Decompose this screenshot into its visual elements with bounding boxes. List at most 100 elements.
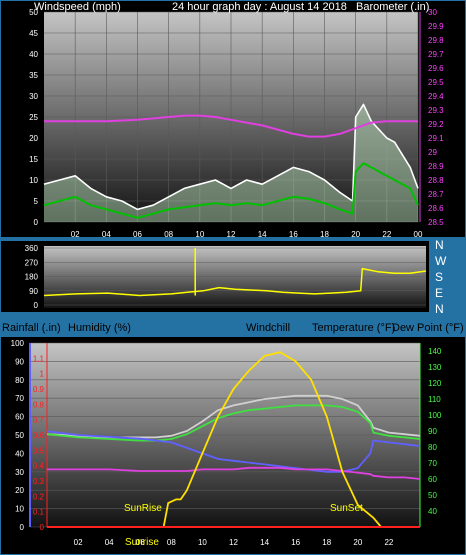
temp-xtick-label: 06 <box>136 538 145 547</box>
humidity-line <box>46 430 421 473</box>
rain-ytick-label: 1.1 <box>33 354 45 363</box>
wind-ytick-label: 25 <box>29 113 38 122</box>
wind-xtick-label: 22 <box>382 230 391 239</box>
compass-e: E <box>435 286 443 300</box>
wind-ytick-label: 35 <box>29 71 38 80</box>
baro-ytick-label: 29.6 <box>428 64 444 73</box>
temp-ytick-label: 80 <box>428 443 437 452</box>
date-title: 24 hour graph day : August 14 2018 <box>172 1 347 13</box>
wind-xtick-label: 08 <box>164 230 173 239</box>
temp-ytick-label: 100 <box>428 411 442 420</box>
humidity-ytick-label: 40 <box>15 449 24 458</box>
rain-ytick-label: 0.5 <box>33 446 45 455</box>
temp-ytick-label: 70 <box>428 459 437 468</box>
temp-ytick-label: 40 <box>428 507 437 516</box>
temp-xtick-label: 20 <box>353 538 362 547</box>
baro-ytick-label: 28.6 <box>428 204 444 213</box>
temp-ytick-label: 120 <box>428 379 442 388</box>
rainfall-title: Rainfall (.in) <box>2 322 61 334</box>
temp-xtick-label: 16 <box>291 538 300 547</box>
temp-xtick-label: 08 <box>167 538 176 547</box>
dir-ytick-label: 180 <box>25 273 39 282</box>
wind-ytick-label: 15 <box>29 155 38 164</box>
dir-ytick-label: 270 <box>25 258 39 267</box>
wind-direction-line <box>43 267 427 297</box>
rain-ytick-label: 0.7 <box>33 416 45 425</box>
temp-xtick-label: 10 <box>198 538 207 547</box>
direction-plot-area <box>44 246 426 308</box>
sunrise-label: SunRise <box>124 503 162 514</box>
rain-ytick-label: 0.8 <box>33 400 45 409</box>
temp-xtick-label: 14 <box>260 538 269 547</box>
baro-ytick-label: 28.7 <box>428 190 444 199</box>
temp-ytick-label: 50 <box>428 491 437 500</box>
baro-ytick-label: 28.9 <box>428 162 444 171</box>
wind-ytick-label: 0 <box>34 218 39 227</box>
compass-n-bottom: N <box>435 302 444 316</box>
rain-ytick-label: 0.9 <box>33 385 45 394</box>
baro-ytick-label: 28.5 <box>428 218 444 227</box>
temp-ytick-label: 110 <box>428 395 441 404</box>
humidity-title: Humidity (%) <box>68 322 131 334</box>
baro-ytick-label: 29.5 <box>428 78 444 87</box>
wind-xtick-label: 02 <box>71 230 80 239</box>
baro-ytick-label: 30 <box>428 8 437 17</box>
dewpoint-title: Dew Point (°F) <box>392 322 464 334</box>
rain-ytick-label: 0.2 <box>33 492 45 501</box>
rain-ytick-label: 0 <box>40 523 45 532</box>
humidity-ytick-label: 70 <box>15 394 24 403</box>
baro-ytick-label: 29.3 <box>428 106 444 115</box>
temp-xtick-label: 02 <box>74 538 83 547</box>
temp-ytick-label: 60 <box>428 475 437 484</box>
humidity-ytick-label: 0 <box>20 523 25 532</box>
compass-n-top: N <box>435 238 444 252</box>
sun-line <box>143 351 382 528</box>
humidity-ytick-label: 50 <box>15 431 24 440</box>
wind-ytick-label: 45 <box>29 29 38 38</box>
windchill-title: Windchill <box>246 322 290 334</box>
dir-ytick-label: 0 <box>34 301 39 310</box>
wind-xtick-label: 10 <box>195 230 204 239</box>
baro-ytick-label: 29.1 <box>428 134 444 143</box>
wind-xtick-label: 20 <box>351 230 360 239</box>
rain-ytick-label: 0.4 <box>33 462 45 471</box>
wind-xtick-label: 06 <box>133 230 142 239</box>
wind-xtick-label: 18 <box>320 230 329 239</box>
wind-ytick-label: 50 <box>29 8 38 17</box>
windspeed-title: Windspeed (mph) <box>34 1 121 13</box>
humidity-ytick-label: 10 <box>15 505 24 514</box>
baro-ytick-label: 29.9 <box>428 22 444 31</box>
sunset-label: SunSet <box>330 503 363 514</box>
temp-ytick-label: 130 <box>428 363 442 372</box>
rain-ytick-label: 0.3 <box>33 477 45 486</box>
wind-ytick-label: 40 <box>29 50 38 59</box>
rain-ytick-label: 0.1 <box>33 508 45 517</box>
dir-ytick-label: 90 <box>29 287 38 296</box>
humidity-ytick-label: 20 <box>15 486 24 495</box>
wind-ytick-label: 5 <box>34 197 39 206</box>
wind-gust-line <box>43 103 419 211</box>
wind-xtick-label: 04 <box>102 230 111 239</box>
humidity-ytick-label: 30 <box>15 468 24 477</box>
temp-xtick-label: 04 <box>105 538 114 547</box>
rain-ytick-label: 0.6 <box>33 431 45 440</box>
humidity-ytick-label: 100 <box>11 339 25 348</box>
wind-ytick-label: 30 <box>29 92 38 101</box>
sunrise-axis-label: Sunrise <box>125 537 159 548</box>
humidity-ytick-label: 60 <box>15 413 24 422</box>
humidity-ytick-label: 80 <box>15 376 24 385</box>
temp-xtick-label: 12 <box>229 538 238 547</box>
barometer-line <box>44 114 418 138</box>
wind-xtick-label: 00 <box>414 230 423 239</box>
compass-s: S <box>435 270 443 284</box>
humidity-ytick-label: 90 <box>15 357 24 366</box>
temp-ytick-label: 90 <box>428 427 437 436</box>
wind-xtick-label: 16 <box>289 230 298 239</box>
baro-ytick-label: 29.8 <box>428 36 444 45</box>
wind-gust-area <box>44 104 418 222</box>
baro-ytick-label: 29.7 <box>428 50 444 59</box>
temperature-title: Temperature (°F) <box>312 322 395 334</box>
dir-ytick-label: 360 <box>25 244 39 253</box>
temp-xtick-label: 22 <box>384 538 393 547</box>
wind-ytick-label: 20 <box>29 134 38 143</box>
